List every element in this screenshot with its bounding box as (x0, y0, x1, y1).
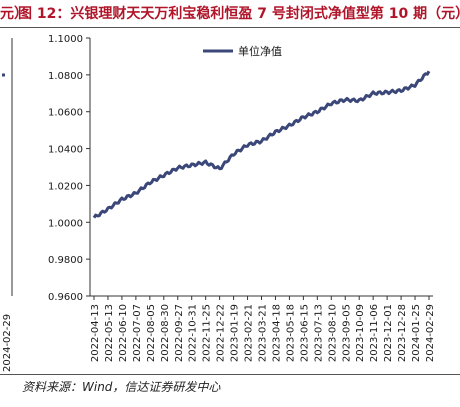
series-line-0 (92, 70, 431, 219)
y-tick-label: 1.0200 (48, 181, 83, 192)
x-tick-label: 2022-07-07 (132, 304, 143, 362)
legend-label: 单位净值 (238, 44, 282, 58)
x-tick-label: 2023-12-28 (397, 304, 408, 362)
x-tick-label: 2023-06-15 (299, 304, 310, 362)
footer-divider (0, 374, 460, 375)
title-divider (0, 27, 460, 28)
x-tick-label: 2022-10-31 (188, 304, 199, 362)
x-tick-label: 2023-05-18 (285, 304, 296, 362)
x-tick-label: 2022-05-13 (104, 304, 115, 362)
y-tick-label: 1.0600 (48, 108, 83, 119)
x-tick-label: 2023-07-13 (313, 304, 324, 362)
y-tick-label: 0.9600 (48, 292, 83, 303)
left-strip-fragment: 2024-02-29 (2, 38, 13, 372)
clipped-previous-chart-title: 元） (0, 6, 28, 22)
x-tick-label: 2022-06-10 (118, 304, 129, 362)
y-tick-label: 1.0400 (48, 145, 83, 156)
x-tick-label: 2023-09-05 (341, 304, 352, 362)
chart-title: 图 12：兴银理财天天万利宝稳利恒盈 7 号封闭式净值型第 10 期（元） (18, 6, 460, 22)
y-tick-label: 1.0800 (48, 71, 83, 82)
x-tick-label: 2023-08-10 (327, 304, 338, 362)
source-note: 资料来源：Wind，信达证券研发中心 (22, 380, 221, 394)
x-tick-label: 2022-08-30 (160, 304, 171, 362)
x-tick-label: 2022-12-22 (216, 304, 227, 362)
y-tick-label: 1.1000 (48, 34, 83, 45)
legend: 单位净值 (203, 44, 282, 58)
x-tick-label: 2023-10-09 (355, 304, 366, 362)
x-tick-label: 2023-02-21 (244, 304, 255, 362)
x-tick-label: 2022-08-05 (146, 304, 157, 362)
x-tick-label: 2023-11-06 (369, 304, 380, 362)
x-tick-label: 2023-04-18 (271, 304, 282, 362)
plot-area: 1.1000 1.0800 1.0600 1.0400 1.0200 1.0000 0.98… (48, 34, 436, 362)
x-tick-label: 2024-01-25 (411, 304, 422, 362)
y-tick-label: 0.9800 (48, 255, 83, 266)
x-tick-label: 2023-12-01 (383, 304, 394, 362)
y-tick-label: 1.0000 (48, 218, 83, 229)
x-tick-label: 2023-01-19 (230, 304, 241, 362)
x-tick-label: 2022-09-27 (174, 304, 185, 362)
x-tick-label: 2022-11-25 (202, 304, 213, 362)
left-strip-date: 2024-02-29 (2, 314, 13, 372)
x-tick-label: 2024-02-29 (425, 304, 436, 362)
x-tick-label: 2022-04-13 (90, 304, 101, 362)
x-tick-label: 2023-03-21 (258, 304, 269, 362)
